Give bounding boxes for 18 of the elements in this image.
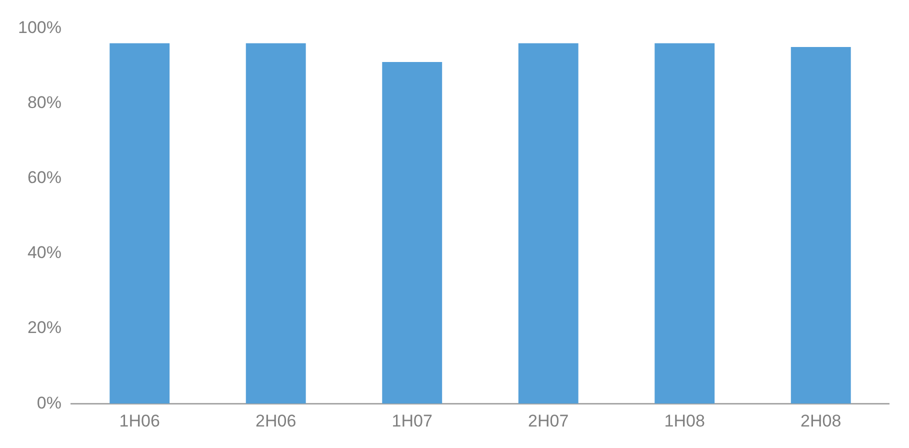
x-tick-label: 2H06 <box>256 411 296 430</box>
bar <box>790 46 851 404</box>
bar <box>382 62 442 404</box>
x-tick-label: 1H07 <box>392 411 432 430</box>
y-tick-label: 80% <box>27 92 62 112</box>
x-tick-label: 1H08 <box>664 411 705 430</box>
bar <box>110 43 170 404</box>
y-tick-label: 0% <box>36 393 62 412</box>
y-tick-label: 100% <box>18 18 62 37</box>
x-tick-label: 2H07 <box>528 411 569 430</box>
bar <box>518 43 578 404</box>
y-tick-label: 40% <box>27 243 62 262</box>
y-tick-label: 20% <box>27 318 62 338</box>
x-tick-label: 2H08 <box>800 411 842 430</box>
x-tick-label: 1H06 <box>119 411 160 430</box>
y-tick-label: 60% <box>27 168 62 188</box>
bar <box>654 43 715 404</box>
bar <box>246 43 306 404</box>
